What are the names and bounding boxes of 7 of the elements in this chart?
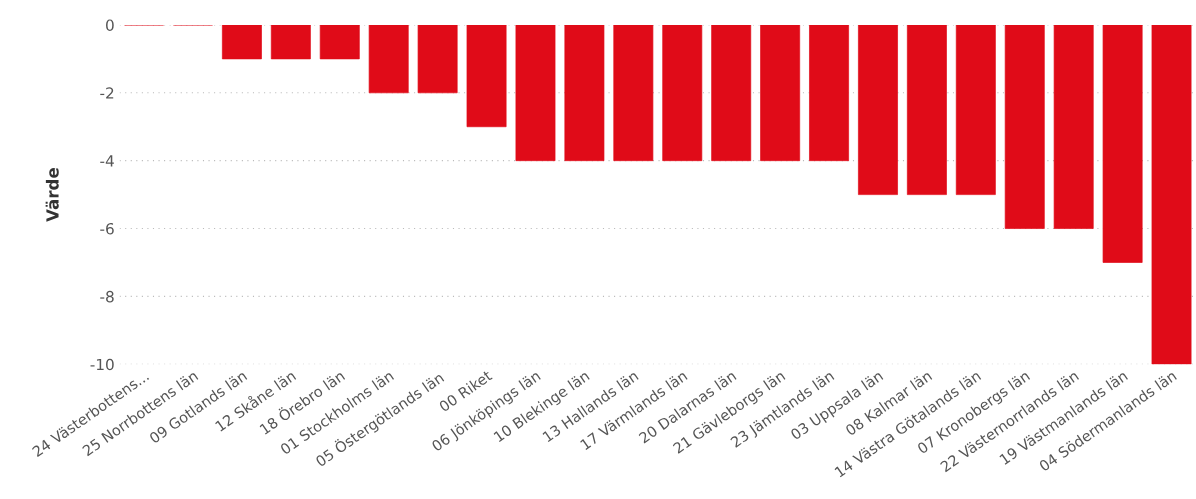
y-tick-label: -8 bbox=[100, 290, 114, 303]
y-tick-label: -6 bbox=[100, 223, 114, 235]
y-axis-title: Värde bbox=[45, 168, 59, 222]
y-tick-label: -10 bbox=[90, 358, 114, 371]
y-tick-label: -2 bbox=[100, 87, 114, 99]
y-tick-label: 0 bbox=[106, 19, 114, 31]
y-tick-label: -4 bbox=[100, 155, 114, 167]
